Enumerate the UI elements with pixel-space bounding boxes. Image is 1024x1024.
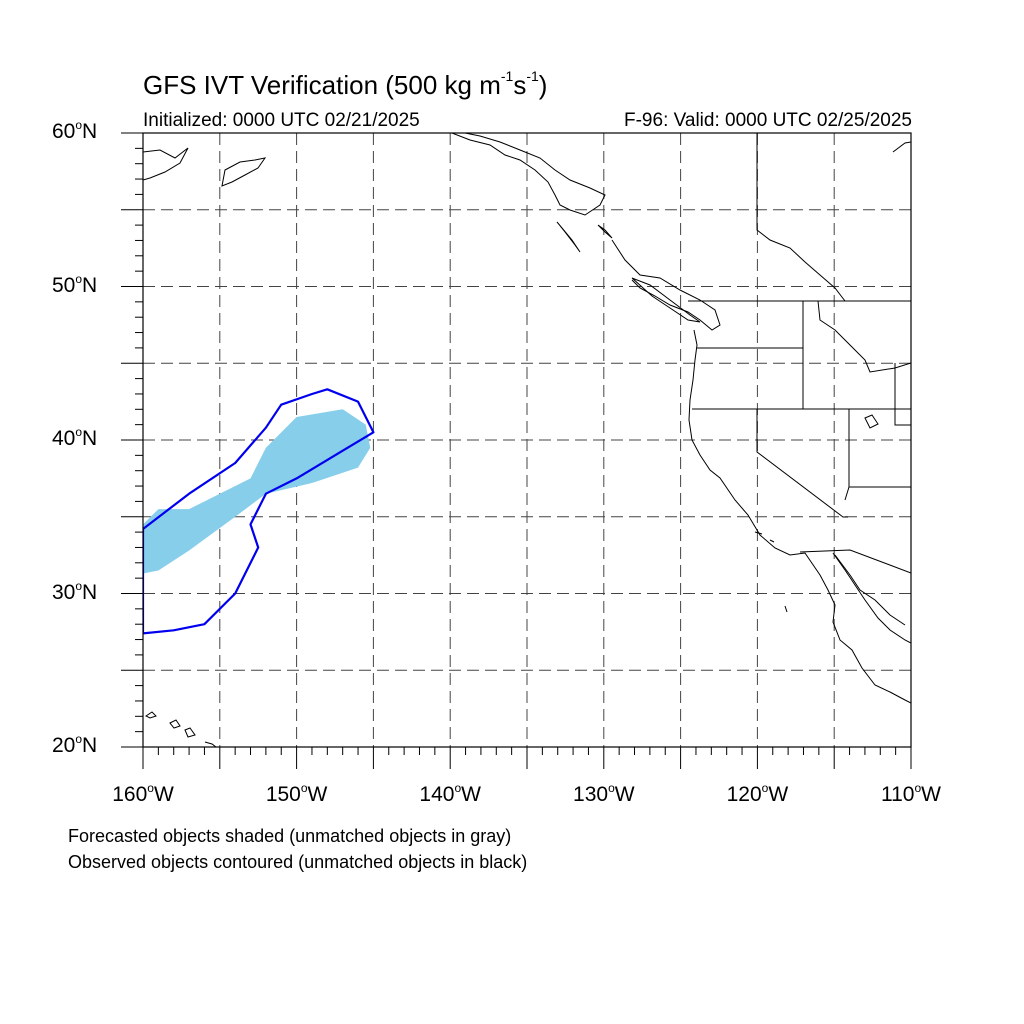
lon-label-160: 160oW: [112, 781, 174, 806]
hawaii-islands: [145, 711, 217, 747]
note-forecast-shaded: Forecasted objects shaded (unmatched obj…: [68, 826, 512, 846]
vancouver-island: [631, 277, 701, 323]
aleutian-islands: [221, 157, 267, 187]
lon-label-140: 140oW: [419, 781, 481, 806]
lat-label-60: 60oN: [52, 118, 98, 143]
lon-label-130: 130oW: [573, 781, 635, 806]
aleutian-coastline: [143, 147, 189, 181]
socal-islands: [754, 531, 788, 613]
note-observed-contoured: Observed objects contoured (unmatched ob…: [68, 852, 528, 872]
canada-hudson-coast: [892, 141, 911, 153]
alaska-islands: [556, 221, 613, 253]
coastlines: [143, 133, 911, 747]
tick-marks: [121, 132, 912, 769]
bc-coastline: [611, 239, 721, 331]
lon-label-150: 150oW: [265, 781, 328, 806]
lat-label-50: 50oN: [52, 271, 98, 297]
baja-coastline: [832, 552, 911, 644]
grid-lines: [143, 133, 911, 747]
forecast-ivt-object: [143, 409, 371, 574]
canada-interior-line: [756, 133, 846, 302]
alaska-coastline: [451, 133, 606, 216]
state-borders: [688, 300, 911, 626]
plot-frame: [142, 132, 912, 748]
lon-label-110: 110oW: [881, 781, 941, 806]
initialized-time: Initialized: 0000 UTC 02/21/2025: [143, 110, 420, 131]
great-salt-lake: [864, 414, 879, 429]
lat-label-30: 30oN: [52, 578, 98, 604]
lon-label-120: 120oW: [726, 781, 789, 806]
chart-title: GFS IVT Verification (500 kg m-1s-1): [143, 68, 548, 100]
lat-label-40: 40oN: [52, 425, 98, 450]
valid-time: F-96: Valid: 0000 UTC 02/25/2025: [624, 110, 912, 131]
observed-ivt-object: [143, 388, 375, 635]
lat-label-20: 20oN: [52, 732, 98, 757]
us-west-coastline: [688, 329, 911, 704]
